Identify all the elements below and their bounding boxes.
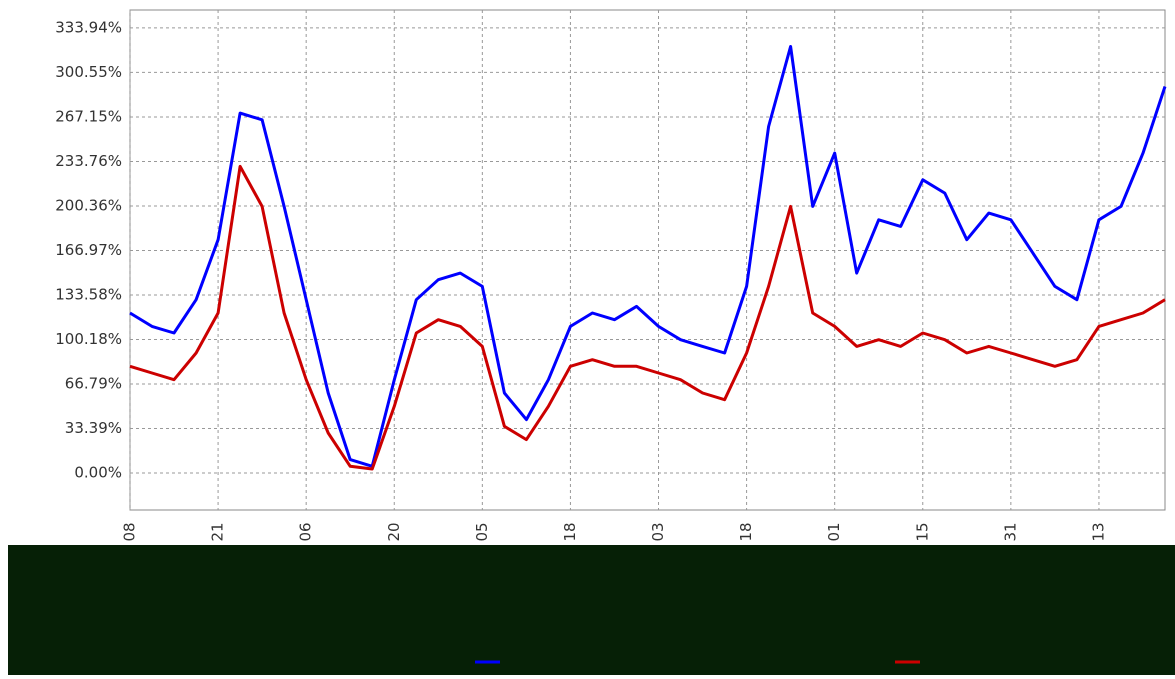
series-line (129, 164, 1166, 471)
y-tick-label: 33.39% (65, 419, 122, 437)
x-tick-label: 18 (561, 522, 579, 541)
x-tick-label: 06 (297, 522, 315, 541)
y-tick-label: 166.97% (55, 241, 122, 259)
x-tick-label: 03 (649, 522, 667, 541)
y-tick-label: 300.55% (55, 63, 122, 81)
y-tick-label: 133.58% (55, 285, 122, 303)
x-tick-label: 21 (209, 522, 227, 541)
y-tick-label: 100.18% (55, 330, 122, 348)
y-tick-label: 233.76% (55, 152, 122, 170)
y-tick-label: 200.36% (55, 196, 122, 214)
y-tick-label: 333.94% (55, 18, 122, 36)
x-tick-label: 31 (1001, 522, 1019, 541)
plot-frame (129, 9, 1166, 511)
x-tick-label: 18 (737, 522, 755, 541)
x-tick-label: 13 (1089, 522, 1107, 541)
bottom-panel (8, 545, 1175, 675)
y-tick-label: 66.79% (65, 374, 122, 392)
x-tick-label: 15 (913, 522, 931, 541)
x-tick-label: 01 (825, 522, 843, 541)
x-tick-label: 05 (473, 522, 491, 541)
x-tick-label: 08 (121, 522, 139, 541)
y-tick-label: 267.15% (55, 107, 122, 125)
y-tick-label: 0.00% (74, 463, 122, 481)
x-tick-label: 20 (385, 522, 403, 541)
series-line (129, 45, 1167, 468)
